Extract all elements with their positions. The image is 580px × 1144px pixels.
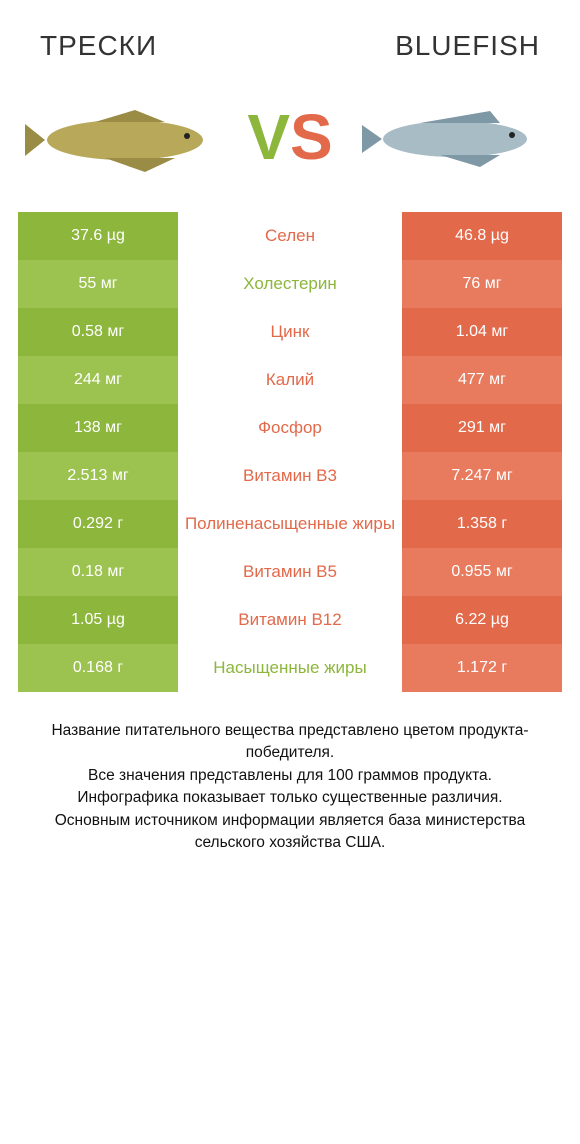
nutrient-label: Цинк — [178, 308, 402, 356]
footer-line: Основным источником информации является … — [28, 810, 552, 855]
right-value: 477 мг — [402, 356, 562, 404]
left-value: 0.168 г — [18, 644, 178, 692]
images-row: VS — [0, 72, 580, 212]
nutrient-label: Витамин B3 — [178, 452, 402, 500]
nutrient-label: Селен — [178, 212, 402, 260]
right-value: 0.955 мг — [402, 548, 562, 596]
left-fish-slot — [20, 92, 230, 182]
nutrient-label: Насыщенные жиры — [178, 644, 402, 692]
table-row: 55 мгХолестерин76 мг — [18, 260, 562, 308]
left-value: 37.6 µg — [18, 212, 178, 260]
right-value: 76 мг — [402, 260, 562, 308]
left-value: 0.18 мг — [18, 548, 178, 596]
right-value: 6.22 µg — [402, 596, 562, 644]
infographic-page: ТРЕСКИ BLUEFISH VS 37.6 µgСел — [0, 0, 580, 1144]
right-value: 1.04 мг — [402, 308, 562, 356]
right-value: 7.247 мг — [402, 452, 562, 500]
cod-fish-icon — [25, 92, 225, 182]
nutrient-label: Полиненасыщенные жиры — [178, 500, 402, 548]
left-value: 1.05 µg — [18, 596, 178, 644]
footer-line: Инфографика показывает только существенн… — [28, 787, 552, 809]
bluefish-icon — [360, 97, 550, 177]
nutrient-label: Фосфор — [178, 404, 402, 452]
right-value: 1.358 г — [402, 500, 562, 548]
right-fish-slot — [350, 97, 560, 177]
table-row: 138 мгФосфор291 мг — [18, 404, 562, 452]
vs-v-letter: V — [247, 105, 290, 169]
left-value: 2.513 мг — [18, 452, 178, 500]
footer-line: Название питательного вещества представл… — [28, 720, 552, 765]
left-value: 0.58 мг — [18, 308, 178, 356]
right-value: 46.8 µg — [402, 212, 562, 260]
header: ТРЕСКИ BLUEFISH — [0, 0, 580, 72]
comparison-table: 37.6 µgСелен46.8 µg55 мгХолестерин76 мг0… — [0, 212, 580, 692]
left-value: 55 мг — [18, 260, 178, 308]
title-right: BLUEFISH — [290, 30, 540, 62]
table-row: 0.168 гНасыщенные жиры1.172 г — [18, 644, 562, 692]
nutrient-label: Витамин B12 — [178, 596, 402, 644]
vs-s-letter: S — [290, 105, 333, 169]
table-row: 1.05 µgВитамин B126.22 µg — [18, 596, 562, 644]
left-value: 244 мг — [18, 356, 178, 404]
vs-label: VS — [230, 105, 350, 169]
right-value: 1.172 г — [402, 644, 562, 692]
title-left: ТРЕСКИ — [40, 30, 290, 62]
left-value: 138 мг — [18, 404, 178, 452]
table-row: 244 мгКалий477 мг — [18, 356, 562, 404]
right-value: 291 мг — [402, 404, 562, 452]
left-value: 0.292 г — [18, 500, 178, 548]
footer-line: Все значения представлены для 100 граммо… — [28, 765, 552, 787]
nutrient-label: Витамин B5 — [178, 548, 402, 596]
nutrient-label: Холестерин — [178, 260, 402, 308]
footer-notes: Название питательного вещества представл… — [0, 692, 580, 855]
table-row: 37.6 µgСелен46.8 µg — [18, 212, 562, 260]
table-row: 0.292 гПолиненасыщенные жиры1.358 г — [18, 500, 562, 548]
table-row: 0.58 мгЦинк1.04 мг — [18, 308, 562, 356]
table-row: 0.18 мгВитамин B50.955 мг — [18, 548, 562, 596]
nutrient-label: Калий — [178, 356, 402, 404]
table-row: 2.513 мгВитамин B37.247 мг — [18, 452, 562, 500]
